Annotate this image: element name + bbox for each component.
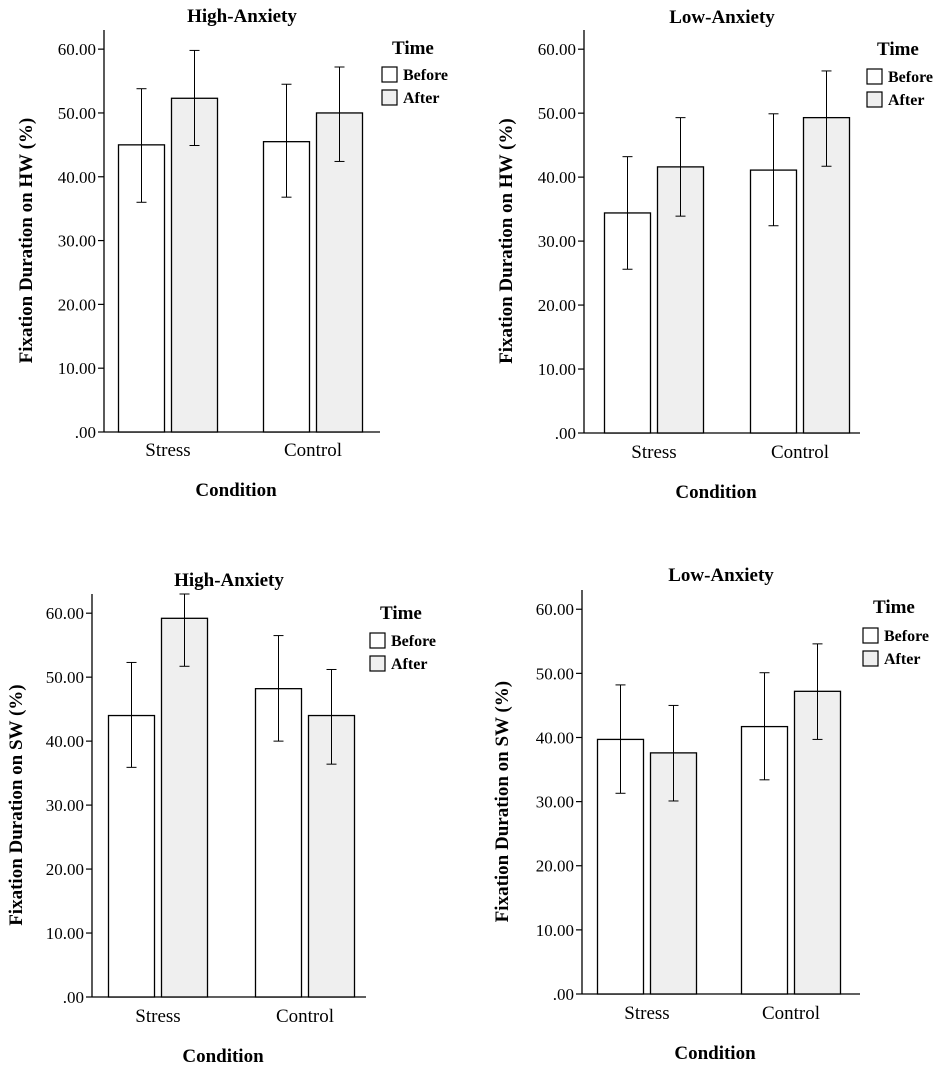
legend-swatch-after [369,655,386,672]
bar-after-control [793,690,842,995]
y-tick-label: 40.00 [58,168,96,187]
chart-title: High-Anxiety [187,6,297,27]
legend-swatch-after [866,91,883,108]
legend-title: Time [392,38,434,59]
chart-title: Low-Anxiety [668,565,774,586]
y-tick-label: 60.00 [536,600,574,619]
chart-title: Low-Anxiety [669,7,775,28]
x-axis-label: Condition [674,1043,756,1064]
y-axis-label: Fixation Duration on SW (%) [492,681,513,922]
x-axis-label: Condition [195,480,277,501]
y-tick-label: .00 [75,423,96,442]
chart-svg: High-Anxiety .00 10.00 20.00 30.00 40.00 50.00… [6,570,436,1067]
y-tick-label: 40.00 [536,728,574,747]
legend-label-after: After [391,656,427,673]
y-tick-label: 50.00 [46,668,84,687]
x-axis-label: Condition [675,482,757,503]
chart-title: High-Anxiety [174,570,284,591]
y-tick-label: 50.00 [536,664,574,683]
chart-hw-high-anxiety: High-Anxiety .00 10.00 20.00 30.00 40.00 50.00… [0,0,471,525]
x-category-label: Control [771,442,829,463]
y-tick-label: 50.00 [58,104,96,123]
legend-label-before: Before [391,633,436,650]
chart-svg: High-Anxiety .00 10.00 20.00 30.00 40.00 50.00… [16,6,448,501]
x-category-label: Control [284,440,342,461]
y-tick-label: .00 [553,985,574,1004]
y-tick-label: 10.00 [58,359,96,378]
legend-swatch-before [866,68,883,85]
legend-swatch-before [381,66,398,83]
y-tick-label: 30.00 [536,793,574,812]
bar-after-stress [160,617,209,998]
legend-label-before: Before [403,67,448,84]
x-category-label: Stress [135,1006,180,1027]
x-category-label: Stress [145,440,190,461]
y-tick-label: 30.00 [46,796,84,815]
chart-hw-low-anxiety: Low-Anxiety .00 10.00 20.00 30.00 40.00 50.00 6… [480,0,943,525]
x-category-label: Control [276,1006,334,1027]
y-tick-label: 50.00 [538,104,576,123]
y-tick-label: 20.00 [538,296,576,315]
y-tick-label: 30.00 [58,232,96,251]
y-tick-label: 40.00 [538,168,576,187]
y-tick-label: 20.00 [46,860,84,879]
legend-swatch-before [369,632,386,649]
legend-swatch-after [862,650,879,667]
y-axis-label: Fixation Duration on HW (%) [496,118,517,364]
x-axis-label: Condition [182,1046,264,1067]
y-tick-label: 10.00 [46,924,84,943]
chart-sw-high-anxiety: High-Anxiety .00 10.00 20.00 30.00 40.00 50.00… [0,560,471,1074]
legend-label-after: After [403,90,439,107]
x-category-label: Control [762,1003,820,1024]
legend-label-after: After [888,92,924,109]
legend-swatch-after [381,89,398,106]
legend-title: Time [873,597,915,618]
bar-after-control [802,116,851,434]
legend-title: Time [877,39,919,60]
y-tick-label: .00 [555,424,576,443]
chart-svg: Low-Anxiety .00 10.00 20.00 30.00 40.00 50.00 6… [492,565,929,1064]
chart-svg: Low-Anxiety .00 10.00 20.00 30.00 40.00 50.00 6… [496,7,933,503]
y-tick-label: 10.00 [536,921,574,940]
chart-sw-low-anxiety: Low-Anxiety .00 10.00 20.00 30.00 40.00 50.00 6… [480,555,943,1074]
x-category-label: Stress [624,1003,669,1024]
y-tick-label: .00 [63,988,84,1007]
y-tick-label: 30.00 [538,232,576,251]
bar-after-stress [170,97,219,433]
y-tick-label: 40.00 [46,732,84,751]
y-tick-label: 20.00 [58,295,96,314]
y-tick-label: 20.00 [536,857,574,876]
y-axis-label: Fixation Duration on HW (%) [16,118,37,364]
legend-label-after: After [884,651,920,668]
y-tick-label: 60.00 [58,40,96,59]
y-tick-label: 60.00 [46,604,84,623]
legend-label-before: Before [884,628,929,645]
legend-label-before: Before [888,69,933,86]
legend-swatch-before [862,627,879,644]
y-axis-label: Fixation Duration on SW (%) [6,684,27,925]
y-tick-label: 10.00 [538,360,576,379]
legend-title: Time [380,603,422,624]
y-tick-label: 60.00 [538,40,576,59]
x-category-label: Stress [631,442,676,463]
